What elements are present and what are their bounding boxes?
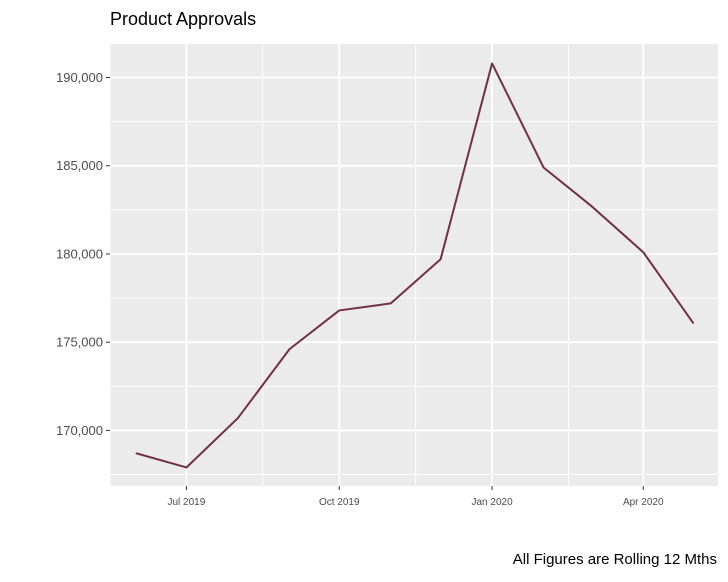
- gridlines: [109, 44, 718, 486]
- y-tick-label: 190,000: [56, 70, 103, 85]
- plot-panel: [110, 44, 718, 486]
- y-tick-label: 175,000: [56, 335, 103, 350]
- chart-caption: All Figures are Rolling 12 Mths: [513, 551, 717, 568]
- y-tick-label: 180,000: [56, 246, 103, 261]
- series-line: [135, 62, 695, 469]
- x-tick-label: Oct 2019: [319, 497, 360, 508]
- x-axis: Jul 2019 Oct 2019 Jan 2020 Apr 2020: [168, 486, 664, 508]
- y-axis: 170,000 175,000 180,000 185,000 190,000: [56, 70, 110, 438]
- series-layer: [135, 62, 695, 469]
- y-tick-label: 185,000: [56, 158, 103, 173]
- x-tick-label: Apr 2020: [623, 497, 664, 508]
- chart-title: Product Approvals: [110, 9, 256, 29]
- x-tick-label: Jul 2019: [168, 497, 206, 508]
- y-tick-label: 170,000: [56, 423, 103, 438]
- x-tick-label: Jan 2020: [471, 497, 513, 508]
